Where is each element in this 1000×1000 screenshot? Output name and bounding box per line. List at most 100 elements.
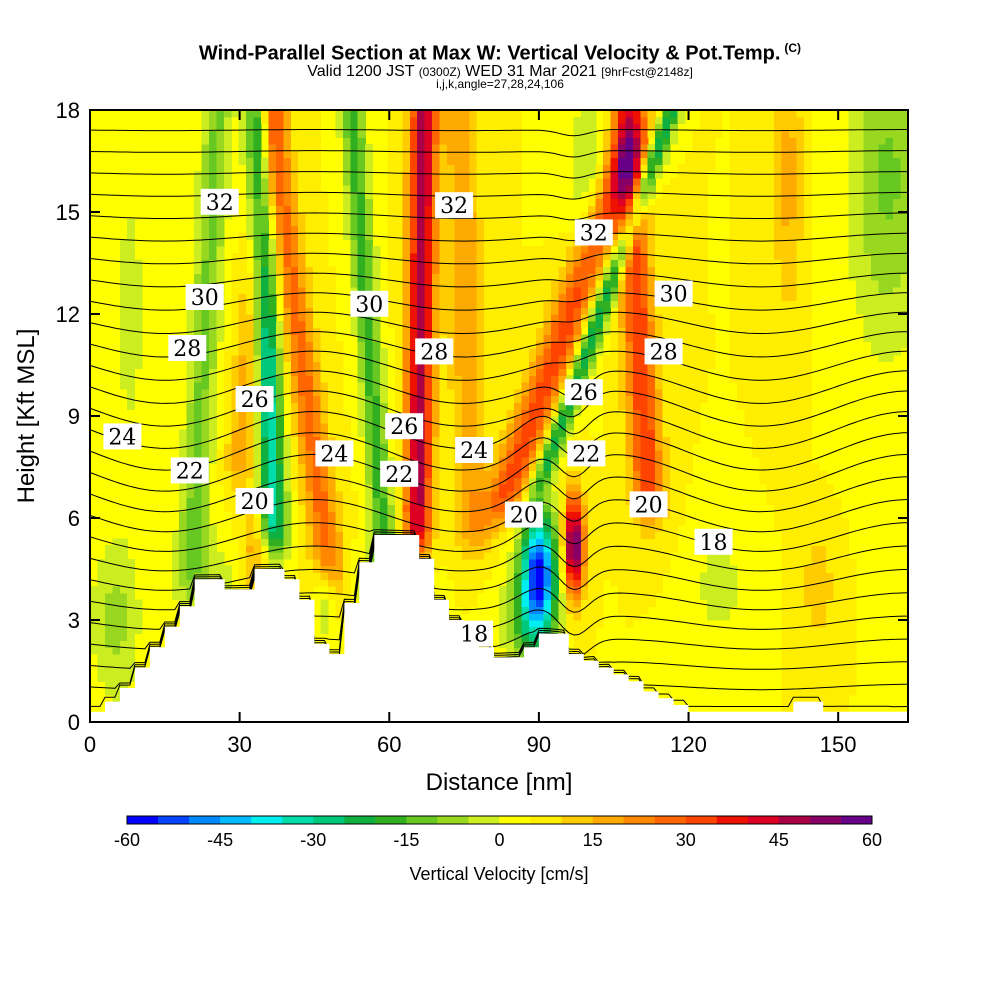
heatmap-cell xyxy=(766,225,775,233)
heatmap-cell xyxy=(789,239,798,247)
heatmap-cell xyxy=(320,368,329,376)
heatmap-cell xyxy=(491,375,500,383)
heatmap-cell xyxy=(238,463,247,471)
heatmap-cell xyxy=(365,348,374,356)
heatmap-cell xyxy=(558,599,567,607)
heatmap-cell xyxy=(603,518,612,526)
heatmap-cell xyxy=(543,552,552,560)
heatmap-cell xyxy=(841,592,850,601)
heatmap-cell xyxy=(677,518,686,526)
heatmap-cell xyxy=(603,463,612,471)
heatmap-cell xyxy=(632,320,641,329)
heatmap-cell xyxy=(722,558,731,567)
heatmap-cell xyxy=(729,354,738,363)
heatmap-cell xyxy=(320,606,329,614)
heatmap-cell xyxy=(446,429,455,437)
heatmap-cell xyxy=(208,395,218,403)
heatmap-cell xyxy=(818,626,827,635)
heatmap-cell xyxy=(268,368,277,376)
heatmap-cell xyxy=(670,266,679,274)
heatmap-cell xyxy=(409,361,418,369)
heatmap-cell xyxy=(320,470,329,478)
heatmap-cell xyxy=(855,280,864,288)
heatmap-cell xyxy=(610,273,619,281)
heatmap-cell xyxy=(551,280,560,288)
heatmap-cell xyxy=(863,259,872,267)
heatmap-cell xyxy=(454,252,463,261)
heatmap-cell xyxy=(127,368,136,376)
heatmap-cell xyxy=(692,218,701,227)
heatmap-cell xyxy=(313,259,322,267)
heatmap-cell xyxy=(632,375,641,383)
heatmap-cell xyxy=(543,511,552,519)
heatmap-cell xyxy=(305,273,314,281)
heatmap-cell xyxy=(223,382,232,390)
heatmap-cell xyxy=(670,436,679,444)
heatmap-cell xyxy=(290,484,299,492)
heatmap-cell xyxy=(97,613,106,621)
heatmap-cell xyxy=(751,348,760,356)
heatmap-cell xyxy=(253,307,262,315)
heatmap-cell xyxy=(573,375,582,383)
heatmap-cell xyxy=(528,463,537,471)
heatmap-cell xyxy=(409,504,418,512)
heatmap-cell xyxy=(208,307,218,315)
heatmap-cell xyxy=(513,368,522,376)
heatmap-cell xyxy=(811,613,820,621)
heatmap-cell xyxy=(402,375,411,383)
heatmap-cell xyxy=(231,463,240,471)
heatmap-cell xyxy=(655,422,664,431)
heatmap-cell xyxy=(208,348,218,356)
heatmap-cell xyxy=(275,395,284,403)
heatmap-cell xyxy=(580,538,589,546)
heatmap-cell xyxy=(513,375,522,383)
heatmap-cell xyxy=(275,232,284,240)
heatmap-cell xyxy=(469,212,478,220)
heatmap-cell xyxy=(380,524,389,533)
heatmap-cell xyxy=(789,511,798,519)
heatmap-cell xyxy=(736,327,745,335)
heatmap-cell xyxy=(253,320,262,329)
heatmap-cell xyxy=(402,354,411,363)
heatmap-cell xyxy=(580,504,589,512)
heatmap-cell xyxy=(811,667,820,675)
heatmap-cell xyxy=(506,239,515,247)
heatmap-cell xyxy=(744,382,753,390)
heatmap-cell xyxy=(640,484,649,492)
heatmap-cell xyxy=(268,239,277,247)
heatmap-cell xyxy=(588,579,597,587)
heatmap-cell xyxy=(380,490,389,499)
heatmap-cell xyxy=(283,273,292,281)
heatmap-cell xyxy=(580,552,589,560)
heatmap-cell xyxy=(826,599,835,607)
heatmap-cell xyxy=(766,266,775,274)
heatmap-cell xyxy=(320,395,329,403)
heatmap-cell xyxy=(588,307,597,315)
heatmap-cell xyxy=(461,463,470,471)
heatmap-cell xyxy=(253,558,262,567)
heatmap-cell xyxy=(528,348,537,356)
heatmap-cell xyxy=(283,375,292,383)
heatmap-cell xyxy=(617,545,627,553)
heatmap-cell xyxy=(201,252,210,261)
heatmap-cell xyxy=(855,286,864,295)
heatmap-cell xyxy=(313,416,322,424)
heatmap-cell xyxy=(320,545,329,553)
heatmap-cell xyxy=(372,314,381,322)
heatmap-cell xyxy=(417,239,426,247)
heatmap-cell xyxy=(841,538,850,546)
heatmap-cell xyxy=(640,409,649,417)
heatmap-cell xyxy=(803,511,812,519)
heatmap-cell xyxy=(186,524,195,533)
heatmap-cell xyxy=(506,429,515,437)
heatmap-cell xyxy=(461,293,470,301)
heatmap-cell xyxy=(469,239,478,247)
heatmap-cell xyxy=(766,252,775,261)
heatmap-cell xyxy=(290,354,299,363)
heatmap-cell xyxy=(580,436,589,444)
heatmap-cell xyxy=(774,504,783,512)
heatmap-cell xyxy=(320,599,329,607)
heatmap-cell xyxy=(588,463,597,471)
heatmap-cell xyxy=(417,470,426,478)
heatmap-cell xyxy=(625,205,634,213)
